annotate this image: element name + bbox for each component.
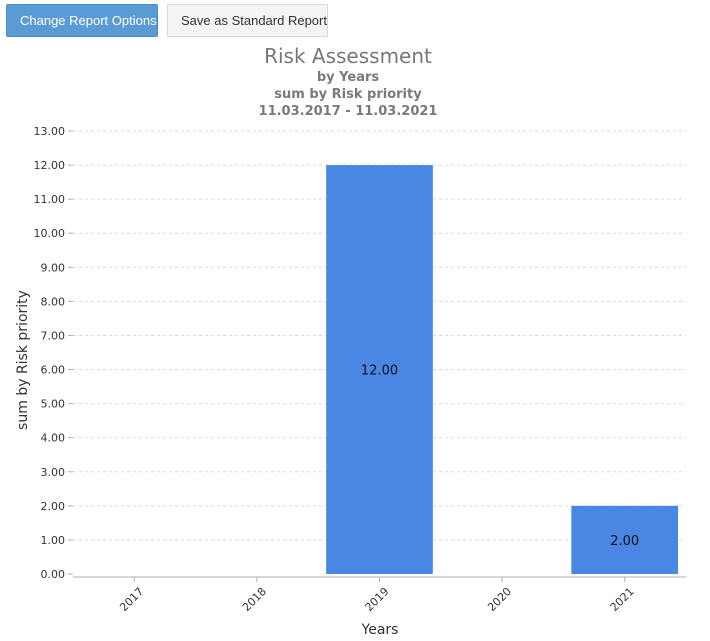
bars	[326, 165, 679, 575]
change-report-options-button[interactable]: Change Report Options	[6, 4, 158, 37]
y-tick-label: 9.00	[41, 261, 66, 274]
data-label-2019: 12.00	[361, 364, 398, 379]
bar-2019[interactable]	[326, 165, 433, 575]
x-tick-label: 2019	[363, 585, 392, 614]
save-standard-report-button[interactable]: Save as Standard Report	[167, 4, 328, 37]
bar-2021[interactable]	[571, 505, 679, 574]
chart-date-range: 11.03.2017 - 11.03.2021	[259, 104, 438, 119]
y-tick-label: 11.00	[34, 193, 66, 206]
y-tick-label: 6.00	[41, 364, 66, 377]
x-tick-labels: 2017 2018 2019 2020 2021	[117, 577, 637, 614]
y-tick-label: 13.00	[34, 125, 66, 138]
y-tick-label: 8.00	[41, 295, 66, 308]
data-labels: 12.00 2.00	[361, 364, 639, 549]
chart-title: Risk Assessment	[264, 44, 432, 68]
y-tick-label: 0.00	[41, 568, 66, 581]
y-tick-label: 5.00	[41, 398, 66, 411]
x-tick-label: 2021	[608, 585, 637, 614]
x-tick-label: 2018	[240, 585, 269, 614]
y-tick-label: 7.00	[41, 329, 66, 342]
x-axis-title: Years	[361, 622, 399, 638]
chart-subtitle-1: by Years	[317, 70, 380, 85]
y-tick-label: 3.00	[41, 466, 66, 479]
chart-subtitle-2: sum by Risk priority	[274, 87, 422, 102]
y-axis-title: sum by Risk priority	[15, 290, 31, 430]
y-tick-labels: 0.00 1.00 2.00 3.00 4.00 5.00 6.00 7.00 8.00 9.00…	[34, 125, 66, 581]
y-tick-label: 1.00	[41, 534, 66, 547]
data-label-2021: 2.00	[610, 534, 639, 549]
y-tick-label: 10.00	[34, 227, 66, 240]
x-tick-label: 2020	[485, 585, 514, 614]
y-tick-label: 2.00	[41, 500, 66, 513]
report-toolbar: Change Report Options Save as Standard R…	[6, 4, 328, 37]
x-tick-label: 2017	[117, 585, 146, 614]
y-tick-label: 12.00	[34, 159, 66, 172]
y-tick-label: 4.00	[41, 432, 66, 445]
